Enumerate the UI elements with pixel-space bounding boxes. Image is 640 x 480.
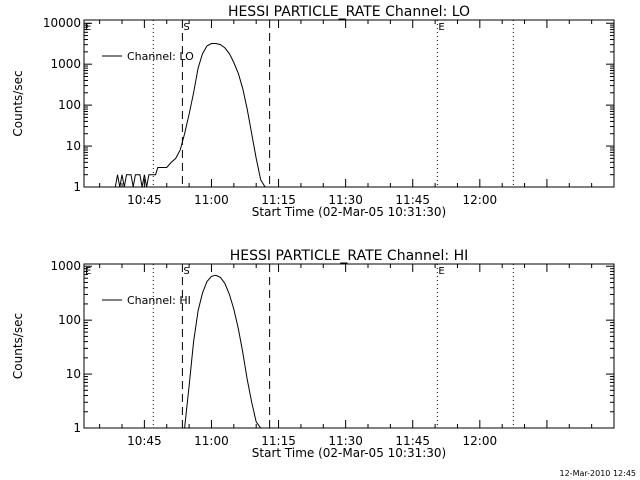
x-tick-label: 11:30 (328, 193, 363, 207)
y-tick-label: 100 (58, 313, 81, 327)
y-tick-label: 1000 (50, 259, 81, 273)
chart-title: HESSI PARTICLE_RATE Channel: HI (230, 248, 468, 264)
y-tick-label: 100 (58, 98, 81, 112)
plot-frame (83, 263, 615, 429)
y-tick-label: 1 (73, 421, 81, 435)
y-axis-label: Counts/sec (11, 313, 25, 379)
event-marker-label: E (85, 22, 91, 33)
x-axis-label: Start Time (02-Mar-05 10:31:30) (252, 446, 446, 460)
event-marker-label: E (438, 266, 444, 277)
series-line (113, 43, 266, 188)
y-tick-label: 10000 (43, 16, 81, 30)
timestamp-label: 12-Mar-2010 12:45 (560, 469, 637, 478)
event-marker-label: S (183, 22, 189, 33)
event-marker-label: E (438, 22, 444, 33)
x-tick-label: 11:30 (328, 434, 363, 448)
y-tick-label: 1000 (50, 57, 81, 71)
legend-entry: Channel: LO (127, 50, 194, 63)
y-tick-label: 10 (66, 367, 81, 381)
chart-panel-1: HESSI PARTICLE_RATE Channel: LO 10:45 11:0… (11, 4, 615, 219)
chart-title: HESSI PARTICLE_RATE Channel: LO (228, 4, 470, 20)
x-tick-label: 12:00 (463, 434, 498, 448)
y-tick-label: 1 (73, 180, 81, 194)
y-axis-label: Counts/sec (11, 70, 25, 136)
x-axis-label: Start Time (02-Mar-05 10:31:30) (252, 205, 446, 219)
x-tick-label: 11:15 (261, 434, 296, 448)
chart-panel-2: HESSI PARTICLE_RATE Channel: HI 10:45 11:0… (11, 248, 615, 460)
plot-frame (83, 19, 615, 188)
x-tick-label: 11:00 (194, 434, 229, 448)
event-marker-label: S (183, 266, 189, 277)
x-tick-label: 10:45 (127, 193, 162, 207)
x-tick-label: 12:00 (463, 193, 498, 207)
y-tick-label: 10 (66, 139, 81, 153)
event-marker-label: E (85, 266, 91, 277)
legend-entry: Channel: HI (127, 294, 191, 307)
series-line (184, 274, 262, 429)
x-tick-label: 11:45 (395, 434, 430, 448)
x-tick-label: 10:45 (127, 434, 162, 448)
x-tick-label: 11:15 (261, 193, 296, 207)
x-tick-label: 11:45 (395, 193, 430, 207)
x-tick-label: 11:00 (194, 193, 229, 207)
